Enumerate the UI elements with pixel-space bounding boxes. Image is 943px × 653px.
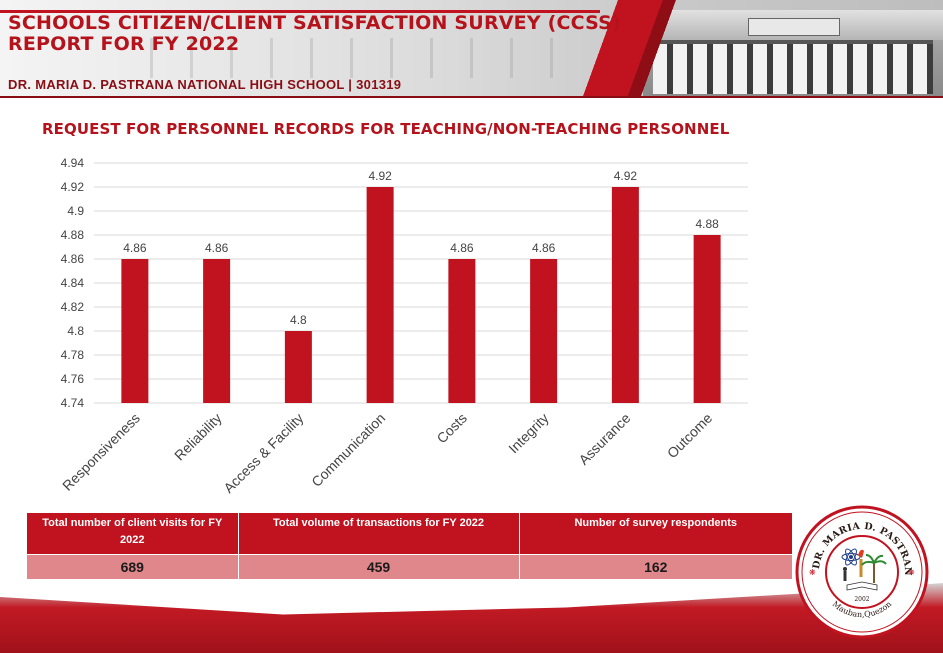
y-tick-label: 4.74 (61, 396, 85, 410)
figure-icon (843, 567, 847, 581)
school-building-photo (643, 10, 943, 96)
torch-icon (858, 549, 864, 577)
y-tick-label: 4.88 (61, 228, 85, 242)
client-visits-value: 689 (27, 554, 239, 579)
banner-red-accent (560, 0, 690, 98)
y-tick-label: 4.92 (61, 180, 85, 194)
summary-value-row: 689 459 162 (27, 554, 792, 579)
data-label: 4.86 (450, 241, 474, 255)
data-label: 4.92 (368, 169, 392, 183)
summary-table: Total number of client visits for FY 202… (27, 513, 792, 579)
y-tick-label: 4.8 (67, 324, 84, 338)
bar (530, 259, 558, 403)
y-tick-label: 4.9 (67, 204, 84, 218)
x-tick-label: Assurance (575, 410, 633, 468)
y-tick-label: 4.84 (61, 276, 85, 290)
data-label: 4.86 (205, 241, 229, 255)
bar (203, 259, 231, 403)
data-label: 4.88 (695, 217, 719, 231)
y-tick-label: 4.94 (61, 156, 85, 170)
svg-text:❋: ❋ (908, 568, 915, 577)
chart-title: REQUEST FOR PERSONNEL RECORDS FOR TEACHI… (42, 120, 730, 138)
bar (366, 187, 394, 403)
x-tick-label: Integrity (505, 410, 552, 457)
svg-text:❋: ❋ (809, 568, 816, 577)
x-tick-label: Outcome (664, 410, 716, 462)
book-icon (846, 581, 878, 591)
seal-year: 2002 (854, 596, 869, 603)
bar (284, 331, 312, 403)
transactions-header: Total volume of transactions for FY 2022 (238, 513, 520, 555)
school-seal-logo: DR. MARIA D. PASTRANA NATIONAL HIGH SCHO… (795, 505, 929, 639)
report-title-line1: SCHOOLS CITIZEN/CLIENT SATISFACTION SURV… (8, 12, 621, 34)
summary-header-row: Total number of client visits for FY 202… (27, 513, 792, 555)
school-name: DR. MARIA D. PASTRANA NATIONAL HIGH SCHO… (8, 77, 402, 92)
x-tick-label: Communication (308, 410, 388, 490)
client-visits-header: Total number of client visits for FY 202… (27, 513, 239, 555)
y-tick-label: 4.82 (61, 300, 85, 314)
bar (448, 259, 476, 403)
report-title-line2: REPORT FOR FY 2022 (8, 33, 240, 55)
data-label: 4.92 (614, 169, 638, 183)
x-tick-label: Responsiveness (59, 410, 143, 494)
banner-red-bar (0, 10, 600, 13)
x-tick-label: Reliability (171, 410, 225, 464)
x-tick-label: Costs (433, 410, 470, 447)
report-title: SCHOOLS CITIZEN/CLIENT SATISFACTION SURV… (8, 13, 621, 55)
bar-chart: 4.74 4.76 4.78 4.8 4.82 4.84 4.86 4.88 4.9 4.92 4.… (59, 156, 748, 496)
palm-tree-icon (861, 554, 887, 583)
respondents-header: Number of survey respondents (519, 513, 792, 555)
bar (693, 235, 721, 403)
banner-watermark (150, 38, 590, 78)
y-tick-label: 4.76 (61, 372, 85, 386)
header-banner: SCHOOLS CITIZEN/CLIENT SATISFACTION SURV… (0, 0, 943, 98)
respondents-value: 162 (519, 554, 792, 579)
transactions-value: 459 (238, 554, 520, 579)
y-tick-label: 4.86 (61, 252, 85, 266)
y-tick-label: 4.78 (61, 348, 85, 362)
data-label: 4.86 (123, 241, 147, 255)
bar (121, 259, 149, 403)
bar (611, 187, 639, 403)
atom-icon (841, 548, 861, 566)
data-label: 4.86 (532, 241, 556, 255)
data-label: 4.8 (290, 313, 307, 327)
x-tick-label: Access & Facility (220, 410, 306, 496)
